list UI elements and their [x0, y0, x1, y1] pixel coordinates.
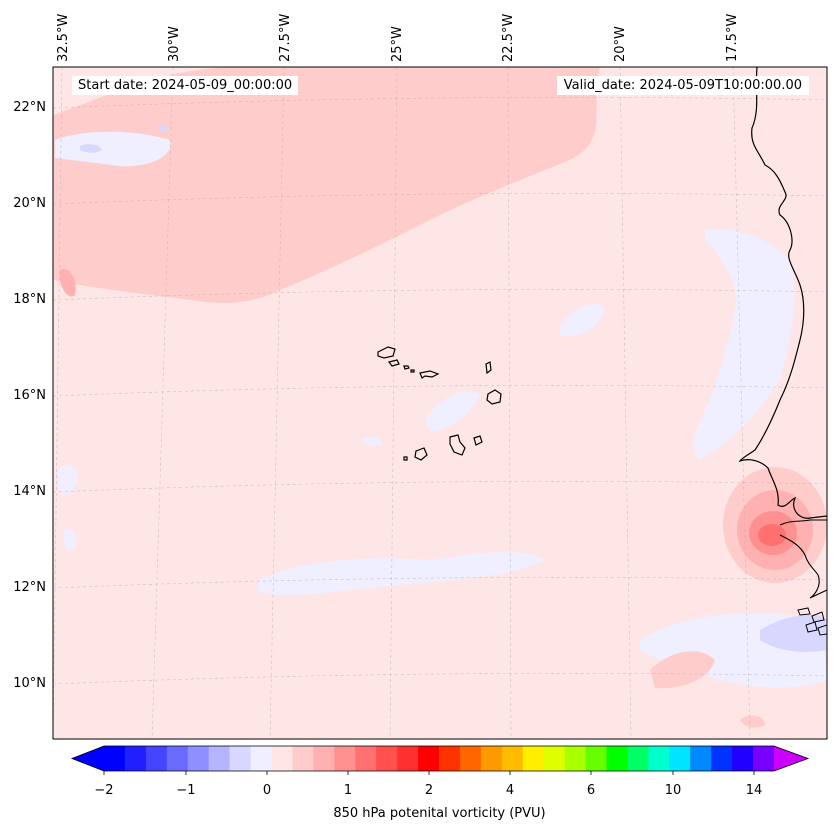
gridlines [53, 67, 827, 739]
colorbar-tick-label: 14 [746, 783, 763, 798]
lon-label: 25°W [390, 26, 405, 62]
map-frame [52, 66, 828, 740]
pv-patch-a [60, 269, 76, 297]
colorbar-swatch [355, 746, 377, 771]
pv-neg-mid3 [362, 437, 382, 447]
lon-label: 17.5°W [725, 14, 740, 62]
colorbar-tick-label: 6 [587, 783, 595, 798]
colorbar-swatch [292, 746, 314, 771]
colorbar-swatch [522, 746, 545, 771]
lon-label: 22.5°W [501, 14, 516, 62]
valid-date-label: Valid_date: 2024-05-09T10:00:00.00 [556, 76, 809, 95]
pv-neg-dot [158, 124, 168, 132]
colorbar-swatch [271, 746, 293, 771]
map-field [53, 67, 827, 739]
colorbar-swatch [501, 746, 524, 771]
lat-label: 20°N [13, 196, 46, 211]
lon-label: 20°W [613, 26, 628, 62]
colorbar-tick-label: 4 [506, 783, 514, 798]
colorbar-swatch [439, 746, 461, 771]
colorbar-swatch [669, 746, 691, 771]
colorbar-swatch [166, 746, 189, 771]
colorbar [70, 745, 810, 775]
start-date-label: Start date: 2024-05-09_00:00:00 [72, 76, 299, 95]
lat-label: 14°N [13, 484, 46, 499]
colorbar-extend-low [72, 746, 104, 771]
colorbar-swatch [124, 746, 147, 771]
pv-neg-nw [55, 131, 171, 167]
pv-pos-se [650, 651, 715, 689]
bijagos-islands [797, 607, 827, 636]
colorbar-tick-label: 10 [665, 783, 682, 798]
colorbar-swatch [229, 746, 252, 771]
colorbar-swatch [711, 746, 733, 771]
africa-coastline [738, 67, 827, 519]
pv-neg-se2 [760, 614, 827, 652]
colorbar-extend-high [774, 746, 808, 771]
colorbar-ticks: −2 −1 0 1 2 4 6 10 14 [94, 783, 762, 798]
gambia-river [779, 519, 827, 526]
colorbar-swatch [313, 746, 335, 771]
pv-neg-west [58, 464, 78, 495]
lon-label: 30°W [167, 26, 182, 62]
colorbar-swatch [334, 746, 356, 771]
colorbar-tick-label: 1 [344, 783, 352, 798]
colorbar-swatch [187, 746, 210, 771]
pv-neg-east [693, 229, 795, 460]
colorbar-tick-label: −1 [176, 783, 195, 798]
colorbar-swatch [376, 746, 398, 771]
colorbar-swatch [648, 746, 670, 771]
pv-neg-south [258, 552, 545, 595]
colorbar-label: 850 hPa potenital vorticity (PVU) [333, 806, 546, 821]
lat-label: 10°N [13, 676, 46, 691]
colorbar-swatch [104, 746, 126, 771]
colorbar-swatch [732, 746, 754, 771]
colorbar-swatch [564, 746, 587, 771]
pv-pos-se2 [740, 715, 765, 728]
cape-verde-islands [377, 346, 502, 461]
colorbar-swatch [418, 746, 440, 771]
colorbar-swatch [397, 746, 419, 771]
coast-south [779, 534, 827, 599]
lat-label: 22°N [13, 100, 46, 115]
colorbar-swatch [145, 746, 168, 771]
colorbar-swatch [585, 746, 607, 771]
lat-label: 12°N [13, 580, 46, 595]
pv-neg-mid2 [425, 391, 480, 432]
colorbar-tick-label: 0 [263, 783, 271, 798]
lon-label: 32.5°W [56, 14, 71, 62]
lon-label: 27.5°W [278, 14, 293, 62]
colorbar-swatch [480, 746, 503, 771]
colorbar-tick-label: −2 [94, 783, 113, 798]
colorbar-tick-label: 2 [425, 783, 433, 798]
lat-label: 18°N [13, 292, 46, 307]
latitude-labels: 22°N 20°N 18°N 16°N 14°N 12°N 10°N [13, 100, 46, 691]
pv-neg-west2 [64, 528, 77, 552]
colorbar-swatch [543, 746, 566, 771]
pv-neg-mid1 [560, 304, 605, 337]
colorbar-swatch [753, 746, 775, 771]
lat-label: 16°N [13, 388, 46, 403]
colorbar-swatch [627, 746, 649, 771]
pv-vortex-core [758, 524, 786, 546]
pv-neg-nw2 [80, 144, 102, 153]
colorbar-swatch [208, 746, 231, 771]
pv-band-north [53, 67, 600, 303]
colorbar-swatch [250, 746, 272, 771]
colorbar-swatch [690, 746, 712, 771]
longitude-labels: 32.5°W 30°W 27.5°W 25°W 22.5°W 20°W 17.5… [56, 14, 740, 62]
colorbar-swatch [459, 746, 482, 771]
colorbar-swatch [606, 746, 628, 771]
